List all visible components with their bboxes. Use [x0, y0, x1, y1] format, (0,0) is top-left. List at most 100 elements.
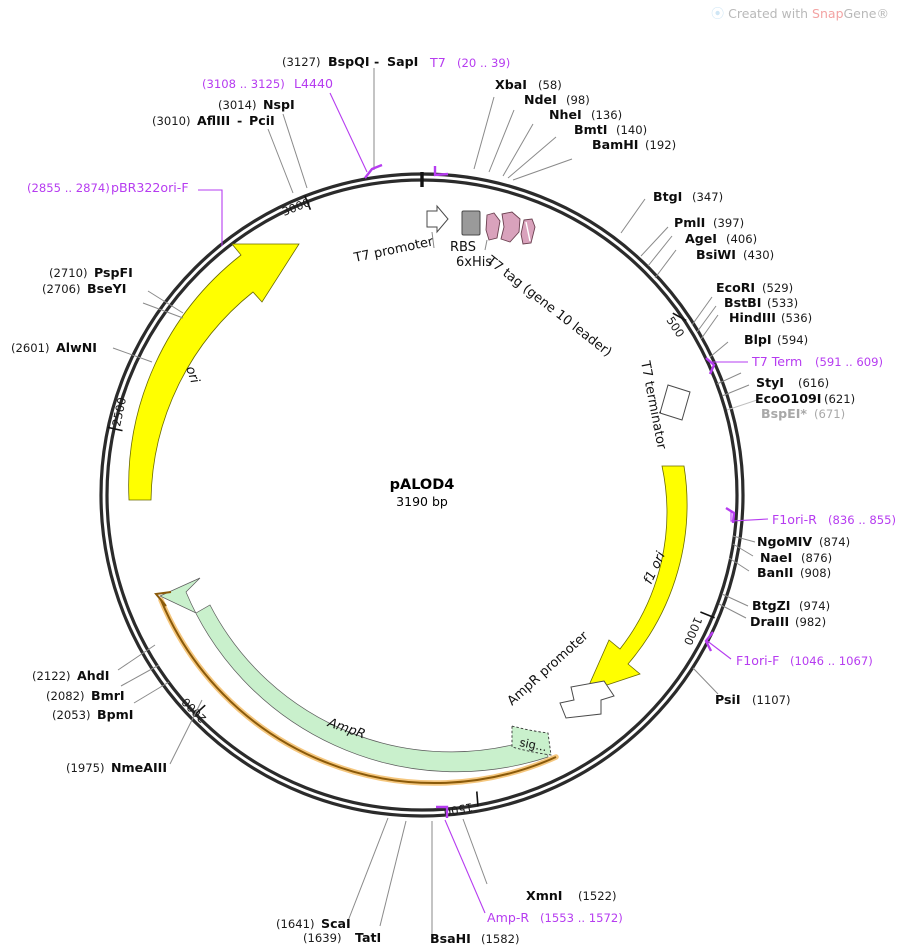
feature-6xhis[interactable]: 6xHis	[456, 212, 501, 270]
label-group-xbai[interactable]: XbaI (58)	[495, 77, 562, 92]
label-group-bspei[interactable]: BspEI* (671)	[761, 406, 845, 421]
feature-label-t7-promoter: T7 promoter	[352, 234, 436, 266]
site-enzyme: BseYI	[87, 281, 126, 296]
label-group-naei[interactable]: NaeI (876)	[760, 550, 832, 565]
site-enzyme: AlwNI	[56, 340, 97, 355]
label-group-agei[interactable]: AgeI (406)	[685, 231, 757, 246]
site-pos: (1046 .. 1067)	[790, 654, 873, 668]
label-group-xmni[interactable]: XmnI (1522)	[526, 888, 617, 903]
label-group-bspqi-sapi[interactable]: (3127) BspQI - SapI	[282, 54, 418, 69]
label-group-bsahi[interactable]: BsaHI (1582)	[430, 931, 520, 946]
site-enzyme: BanII	[757, 565, 793, 580]
tick-1000: 1000	[681, 611, 715, 647]
label-group-blpi[interactable]: BlpI (594)	[744, 332, 808, 347]
feature-f1-ori[interactable]: f1 ori	[585, 465, 688, 693]
site-enzyme: TatI	[355, 930, 381, 945]
plasmid-name: pALOD4	[390, 477, 455, 493]
label-group-scai[interactable]: (1641) ScaI	[276, 916, 351, 931]
tick-label-1500: 1500	[443, 800, 474, 819]
label-group-alwni[interactable]: (2601) AlwNI	[11, 340, 97, 355]
site-enzyme: EcoO109I	[755, 391, 821, 406]
label-group-pmli[interactable]: PmlI (397)	[674, 215, 744, 230]
site-pos: (2122)	[32, 669, 71, 683]
tick-label-3000: 3000	[280, 195, 312, 219]
label-group-tati[interactable]: (1639) TatI	[303, 930, 381, 945]
site-enzyme: BspEI*	[761, 406, 807, 421]
label-group-bmti[interactable]: BmtI (140)	[574, 122, 647, 137]
site-pos: (621)	[824, 392, 855, 406]
label-group-draiii[interactable]: DraIII (982)	[750, 614, 826, 629]
site-enzyme: NdeI	[524, 92, 557, 107]
label-group-ndei[interactable]: NdeI (98)	[524, 92, 590, 107]
feature-label-rbs: RBS	[450, 240, 476, 255]
label-group-nhei[interactable]: NheI (136)	[549, 107, 622, 122]
site-enzyme: BlpI	[744, 332, 772, 347]
feature-ori[interactable]: ori	[128, 243, 300, 501]
site-enzyme: PmlI	[674, 215, 705, 230]
site-separator: -	[237, 113, 242, 128]
label-group-styi[interactable]: StyI (616)	[756, 375, 829, 390]
label-group-nmeaiii[interactable]: (1975) NmeAIII	[66, 760, 167, 775]
label-group-nspi[interactable]: (3014) NspI	[218, 97, 295, 112]
label-group-banii[interactable]: BanII (908)	[757, 565, 831, 580]
site-pos: (591 .. 609)	[815, 355, 883, 369]
label-group-pbr322ori-f[interactable]: (2855 .. 2874) pBR322ori-F	[27, 180, 189, 195]
site-pos: (529)	[762, 281, 793, 295]
site-pos: (136)	[591, 108, 622, 122]
label-group-ecoo109i[interactable]: EcoO109I (621)	[755, 391, 855, 406]
site-enzyme-2: SapI	[387, 54, 418, 69]
site-pos: (1582)	[481, 932, 520, 946]
feature-sig-peptide[interactable]: sig...	[511, 725, 552, 756]
site-enzyme: F1ori-R	[772, 512, 817, 527]
label-group-bamhi[interactable]: BamHI (192)	[592, 137, 676, 152]
label-group-f1ori-f[interactable]: F1ori-F (1046 .. 1067)	[736, 653, 873, 668]
site-pos: (908)	[800, 566, 831, 580]
site-separator: -	[374, 54, 379, 69]
label-group-psii[interactable]: PsiI (1107)	[715, 692, 791, 707]
label-group-bmri[interactable]: (2082) BmrI	[46, 688, 125, 703]
label-group-l4440[interactable]: (3108 .. 3125) L4440	[202, 76, 333, 91]
site-pos: (874)	[819, 535, 850, 549]
site-pos: (1639)	[303, 931, 342, 945]
site-enzyme: AhdI	[77, 668, 109, 683]
site-pos: (140)	[616, 123, 647, 137]
site-pos: (594)	[777, 333, 808, 347]
label-group-ahdi[interactable]: (2122) AhdI	[32, 668, 109, 683]
label-group-t7-term[interactable]: T7 Term (591 .. 609)	[751, 354, 883, 369]
site-pos: (58)	[538, 78, 562, 92]
site-pos: (876)	[801, 551, 832, 565]
ampr-cds-underline	[154, 591, 559, 786]
site-enzyme: BpmI	[97, 707, 133, 722]
feature-label-6xhis: 6xHis	[456, 255, 492, 270]
site-enzyme: XmnI	[526, 888, 562, 903]
site-pos: (536)	[781, 311, 812, 325]
label-group-hindiii[interactable]: HindIII (536)	[729, 310, 812, 325]
label-group-pspfi[interactable]: (2710) PspFI	[49, 265, 133, 280]
feature-t7-terminator[interactable]: T7 terminator	[637, 359, 691, 451]
site-pos: (982)	[795, 615, 826, 629]
feature-rbs[interactable]: RBS	[450, 210, 481, 255]
label-group-amp-r[interactable]: Amp-R (1553 .. 1572)	[487, 910, 623, 925]
site-enzyme: HindIII	[729, 310, 776, 325]
label-group-ecori[interactable]: EcoRI (529)	[716, 280, 793, 295]
label-group-afliii-pcii[interactable]: (3010) AflIII - PciI	[152, 113, 275, 128]
label-group-bstbi[interactable]: BstBI (533)	[724, 295, 798, 310]
label-group-btgzi[interactable]: BtgZI (974)	[752, 598, 830, 613]
site-enzyme: BtgZI	[752, 598, 790, 613]
label-group-btgi[interactable]: BtgI (347)	[653, 189, 723, 204]
feature-label-ori: ori	[182, 364, 202, 385]
label-group-t7-promoter-site[interactable]: T7 (20 .. 39)	[429, 55, 510, 70]
site-enzyme: pBR322ori-F	[111, 180, 189, 195]
label-group-f1ori-r[interactable]: F1ori-R (836 .. 855)	[772, 512, 896, 527]
label-group-bseyi[interactable]: (2706) BseYI	[42, 281, 126, 296]
label-group-bpmi[interactable]: (2053) BpmI	[52, 707, 133, 722]
site-pos: (1641)	[276, 917, 315, 931]
watermark-brand-snap: Snap	[812, 6, 844, 21]
label-group-ngomiv[interactable]: NgoMIV (874)	[757, 534, 850, 549]
feature-t7-promoter[interactable]: T7 promoter	[352, 204, 449, 266]
feature-t7-tag[interactable]: T7 tag (gene 10 leader)	[483, 211, 615, 360]
tick-label-2500: 2500	[109, 396, 129, 428]
site-pos: (1522)	[578, 889, 617, 903]
label-group-bsiwi[interactable]: BsiWI (430)	[696, 247, 774, 262]
